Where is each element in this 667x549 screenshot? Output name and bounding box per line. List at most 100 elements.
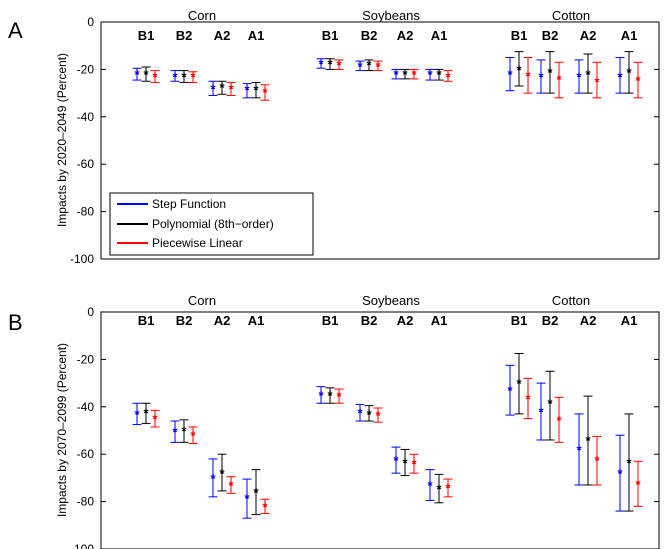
data-point: * (244, 83, 250, 98)
panel-a: A Impacts by 2020–2049 (Percent) 0 -20 -40… (8, 8, 660, 266)
data-point: * (143, 67, 149, 82)
ytick-label: -100 (70, 542, 94, 549)
data-point: * (445, 70, 451, 85)
scenario-label: A1 (248, 28, 265, 43)
data-point: * (576, 70, 582, 85)
panel-a-yticks: 0 -20 -40 -60 -80 -100 (70, 15, 659, 266)
scenario-label: B2 (361, 313, 378, 328)
scenario-label: A2 (214, 28, 231, 43)
ytick-label: -60 (77, 447, 95, 461)
scenario-label: A2 (397, 28, 414, 43)
ytick-label: -20 (77, 62, 95, 76)
data-point: * (617, 70, 623, 85)
data-point: * (594, 453, 600, 468)
data-point: * (210, 471, 216, 486)
data-point: * (556, 72, 562, 87)
scenario-label: B1 (322, 28, 339, 43)
scenario-label: A1 (431, 28, 448, 43)
data-point: * (411, 457, 417, 472)
data-point: * (538, 70, 544, 85)
data-point: * (393, 453, 399, 468)
panel-b-ylabel: Impacts by 2070–2099 (Percent) (55, 343, 69, 517)
data-point: * (262, 499, 268, 514)
legend-label-piecewise-linear: Piecewise Linear (152, 236, 243, 250)
scenario-label: B1 (511, 313, 528, 328)
data-point: * (626, 455, 632, 470)
scenario-label: B1 (138, 28, 155, 43)
group-label: Cotton (552, 8, 590, 23)
data-point: * (556, 413, 562, 428)
data-point: * (336, 389, 342, 404)
data-point: * (357, 59, 363, 74)
panel-a-group-labels: Corn Soybeans Cotton (188, 8, 590, 23)
panel-b-scenario-labels: B1 B2 A2 A1 B1 B2 A2 A1 B1 B2 A2 A1 (138, 313, 638, 328)
data-point: * (172, 70, 178, 85)
data-point: * (538, 405, 544, 420)
data-point: * (327, 388, 333, 403)
scenario-label: B1 (138, 313, 155, 328)
data-point: * (402, 67, 408, 82)
scenario-label: A1 (621, 28, 638, 43)
data-point: * (525, 392, 531, 407)
data-point: * (427, 67, 433, 82)
data-point: * (366, 58, 372, 73)
ytick-label: -80 (77, 205, 95, 219)
panel-b-series: ************************************ (132, 352, 643, 519)
data-point: * (253, 485, 259, 500)
group-label: Cotton (552, 293, 590, 308)
data-point: * (445, 480, 451, 495)
legend-label-step-function: Step Function (152, 197, 226, 211)
group-label: Soybeans (362, 8, 420, 23)
scenario-label: A2 (214, 313, 231, 328)
ytick-label: 0 (87, 305, 94, 319)
data-point: * (318, 56, 324, 71)
data-point: * (152, 412, 158, 427)
group-label: Soybeans (362, 293, 420, 308)
data-point: * (327, 56, 333, 71)
panel-b-group-labels: Corn Soybeans Cotton (188, 293, 590, 308)
data-point: * (507, 67, 513, 82)
scenario-label: A1 (431, 313, 448, 328)
group-label: Corn (188, 8, 216, 23)
data-point: * (210, 81, 216, 96)
data-point: * (143, 406, 149, 421)
data-point: * (134, 67, 140, 82)
scenario-label: B2 (542, 313, 559, 328)
data-point: * (190, 428, 196, 443)
scenario-label: B1 (511, 28, 528, 43)
data-point: * (228, 81, 234, 96)
panel-b-letter: B (8, 310, 23, 335)
scenario-label: B2 (542, 28, 559, 43)
data-point: * (219, 80, 225, 95)
scenario-label: B1 (322, 313, 339, 328)
legend-label-polynomial: Polynomial (8th−order) (152, 217, 274, 231)
data-point: * (228, 478, 234, 493)
ytick-label: -60 (77, 157, 95, 171)
data-point: * (626, 65, 632, 80)
data-point: * (411, 67, 417, 82)
data-point: * (181, 70, 187, 85)
data-point: * (253, 83, 259, 98)
data-point: * (244, 491, 250, 506)
panel-b: B Impacts by 2070–2099 (Percent) 0 -20 -40… (8, 293, 660, 549)
scenario-label: B2 (176, 313, 193, 328)
scenario-label: A2 (580, 313, 597, 328)
panel-a-series: * ** ** ** * * * * ** ** ** ** * * * * ** ** ** ** * * * * * (132, 51, 643, 101)
data-point: * (172, 425, 178, 440)
panel-a-letter: A (8, 18, 23, 43)
data-point: * (585, 433, 591, 448)
data-point: * (436, 482, 442, 497)
data-point: * (547, 396, 553, 411)
scenario-label: B2 (176, 28, 193, 43)
data-point: * (357, 406, 363, 421)
data-point: * (507, 383, 513, 398)
scenario-label: A2 (397, 313, 414, 328)
data-point: * (336, 58, 342, 73)
panel-a-scenario-labels: B1 B2 A2 A1 B1 B2 A2 A1 B1 B2 A2 A1 (138, 28, 638, 43)
scenario-label: A1 (248, 313, 265, 328)
scenario-label: A2 (580, 28, 597, 43)
data-point: * (436, 67, 442, 82)
data-point: * (617, 466, 623, 481)
data-point: * (375, 408, 381, 423)
